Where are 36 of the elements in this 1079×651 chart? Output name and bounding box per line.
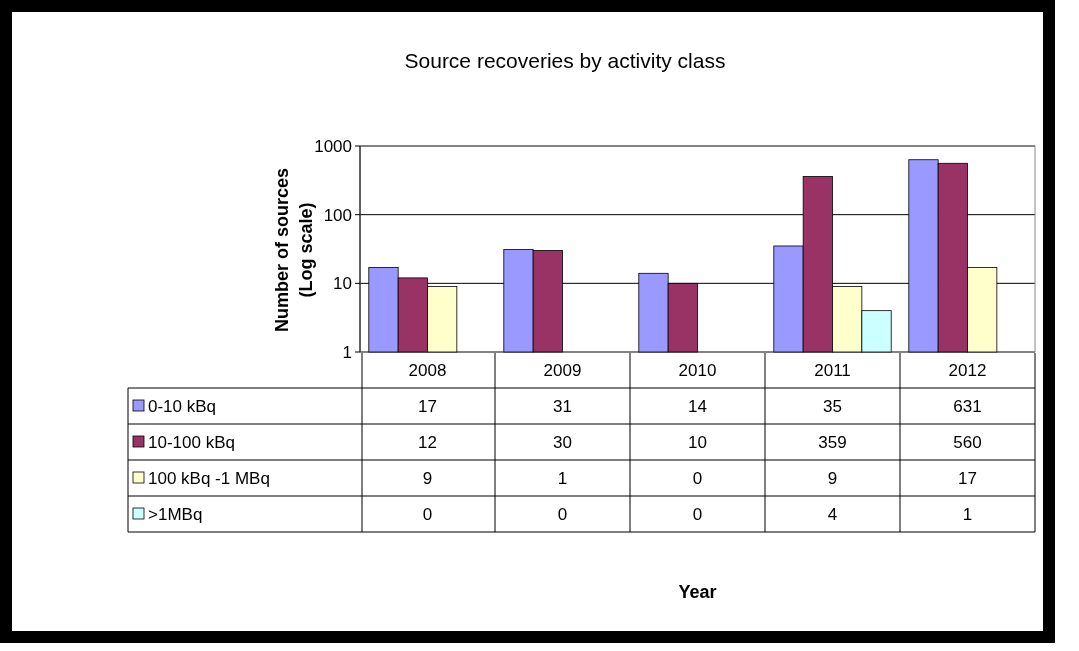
x-tick-label: 2009 <box>543 360 582 380</box>
data-label: 10 <box>688 432 707 452</box>
x-tick-label: 2012 <box>948 360 987 380</box>
text: 0 <box>692 468 703 488</box>
data-label: 14 <box>688 396 707 416</box>
y-axis-title: Number of sources (Log scale) <box>272 167 316 333</box>
data-label: 31 <box>553 396 572 416</box>
data-label: 560 <box>953 432 982 452</box>
data-label: 35 <box>823 396 842 416</box>
y-tick-label: 100 <box>323 205 352 225</box>
chart-title: Source recoveries by activity class <box>404 49 726 72</box>
data-label: 631 <box>953 396 982 416</box>
data-label: 359 <box>818 432 847 452</box>
legend-label: 100 kBq -1 MBq <box>148 468 270 488</box>
legend-label: >1MBq <box>148 504 203 524</box>
legend-label: 10-100 kBq <box>148 432 235 452</box>
data-label: 9 <box>827 468 838 488</box>
text: 0 <box>557 504 568 524</box>
x-tick-label: 2011 <box>814 360 851 380</box>
data-label: 4 <box>827 504 838 524</box>
y-tick-label: 1000 <box>314 136 352 156</box>
text: 0 <box>422 504 433 524</box>
data-label: 9 <box>422 468 433 488</box>
legend-label: 0-10 kBq <box>148 396 217 416</box>
text: 0 <box>692 504 703 524</box>
data-label: 30 <box>553 432 572 452</box>
data-label: 17 <box>958 468 977 488</box>
data-label: 17 <box>418 396 437 416</box>
data-label: 1 <box>962 504 973 524</box>
data-label: 1 <box>557 468 568 488</box>
y-tick-label: 1 <box>342 342 352 362</box>
x-tick-label: 2010 <box>678 360 717 380</box>
y-tick-label: 10 <box>333 274 352 294</box>
text: Year <box>678 582 717 602</box>
x-tick-label: 2008 <box>408 360 447 380</box>
data-label: 12 <box>418 432 437 452</box>
